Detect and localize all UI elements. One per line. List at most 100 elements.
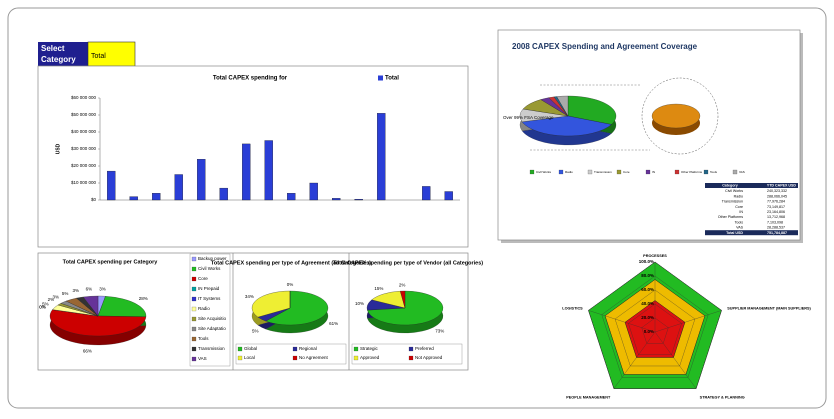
legend-label: IT Systems	[198, 296, 221, 301]
chart-title: Total CAPEX spending per type of Vendor …	[333, 260, 483, 266]
legend-label: Civil Works	[536, 170, 551, 174]
legend-label: VAS	[739, 170, 745, 174]
legend-label: No Agreement	[299, 355, 329, 360]
legend-swatch	[191, 316, 197, 322]
legend-label: Radio	[565, 170, 573, 174]
legend-swatch	[191, 296, 197, 302]
data-label: 6%	[86, 287, 93, 292]
legend-swatch	[292, 346, 298, 352]
bar	[287, 193, 296, 201]
chart-title: Total CAPEX spending per type of Agreeme…	[211, 260, 371, 266]
legend-swatch	[378, 75, 383, 81]
table-total-label: Total USD	[726, 231, 743, 235]
table-cell: Core	[735, 205, 743, 209]
table-cell: Civil Works	[725, 189, 743, 193]
spoke	[588, 310, 656, 333]
data-label: 61%	[329, 321, 338, 326]
bar-panel	[37, 65, 469, 248]
legend-swatch	[558, 169, 564, 175]
legend-box	[351, 343, 463, 365]
legend-label: IN Prepaid	[198, 286, 220, 291]
slice	[556, 95, 569, 117]
legend-swatch	[292, 355, 298, 361]
legend-swatch	[191, 286, 197, 292]
data-label: 2%	[399, 282, 406, 287]
legend-swatch	[191, 356, 197, 362]
legend-label: Transmission	[594, 170, 612, 174]
legend-label: Preferred	[415, 346, 434, 351]
data-label: 5%	[62, 291, 69, 296]
category-label: LOGISTICS	[562, 307, 583, 311]
grid-line	[601, 275, 709, 378]
legend-label: Regional	[299, 346, 317, 351]
y-tick-label: $20 000 000	[71, 163, 97, 168]
bar	[422, 186, 431, 201]
legend-swatch	[191, 266, 197, 272]
slice	[265, 290, 329, 326]
y-tick-label: 100.0%	[639, 259, 654, 264]
bar	[219, 187, 228, 201]
legend-label: IN	[652, 170, 655, 174]
y-tick-label: $30 000 000	[71, 146, 97, 151]
y-tick-label: 60.0%	[641, 287, 654, 292]
legend-swatch	[353, 355, 359, 361]
legend-box	[235, 343, 347, 365]
slice	[83, 295, 99, 317]
y-tick-label: $10 000 000	[71, 180, 97, 185]
y-tick-label: 80.0%	[641, 273, 654, 278]
legend-label: Transmission	[198, 346, 225, 351]
charts: Total CAPEX spending for USD $0 $10 000 000…	[39, 42, 811, 399]
legend-swatch	[191, 276, 197, 282]
slice	[567, 95, 617, 125]
data-label: 66%	[83, 349, 92, 354]
annotation: Over 99% FSA Coverage	[503, 115, 554, 120]
legend-swatch	[353, 346, 359, 352]
data-label: 15%	[374, 286, 383, 291]
selector-value[interactable]: Total	[91, 53, 106, 60]
slice	[521, 115, 612, 137]
y-tick-label: 0.0%	[644, 329, 654, 334]
connector	[530, 84, 650, 151]
legend-label: Approved	[360, 355, 380, 360]
bar	[264, 140, 273, 201]
bar	[242, 143, 251, 201]
selector-label: Category	[41, 55, 76, 64]
data-label: 5%	[252, 328, 259, 333]
y-tick-label: $40 000 000	[71, 129, 97, 134]
legend-swatch	[191, 306, 197, 312]
legend-swatch	[703, 169, 709, 175]
table-total: 751,784,887	[767, 231, 787, 235]
bar	[309, 182, 318, 201]
data-label: 0%	[287, 282, 294, 287]
slice	[251, 290, 291, 318]
table-cell: 28,288,537	[767, 226, 785, 230]
table-cell: Tools	[735, 220, 744, 224]
table-header-bg	[705, 183, 798, 188]
selector-label: Select	[41, 44, 65, 53]
data-label: 28%	[139, 296, 148, 301]
table-cell: 77,976,284	[767, 200, 785, 204]
legend-swatch	[732, 169, 738, 175]
spoke	[613, 331, 656, 389]
legend-swatch	[616, 169, 622, 175]
data-label: 2%	[48, 297, 55, 302]
table-header: Category	[722, 183, 738, 187]
legend-swatch	[587, 169, 593, 175]
data-label: 5%	[42, 301, 49, 306]
legend-label: Civil Works	[198, 266, 221, 271]
y-tick-label: $50 000 000	[71, 112, 97, 117]
data-label: 0%	[39, 305, 46, 310]
legend-swatch	[237, 355, 243, 361]
table-cell: VAS	[736, 226, 744, 230]
legend-swatch	[674, 169, 680, 175]
legend-label: Global	[244, 346, 257, 351]
bar	[354, 198, 363, 201]
data-label: 34%	[245, 294, 254, 299]
legend-label: Strategic	[360, 346, 379, 351]
bar	[332, 198, 341, 201]
grid-line	[614, 289, 696, 367]
bar	[444, 191, 453, 201]
table-header: YTD CAPEX USD	[767, 183, 797, 187]
legend-label: Radio	[198, 306, 210, 311]
